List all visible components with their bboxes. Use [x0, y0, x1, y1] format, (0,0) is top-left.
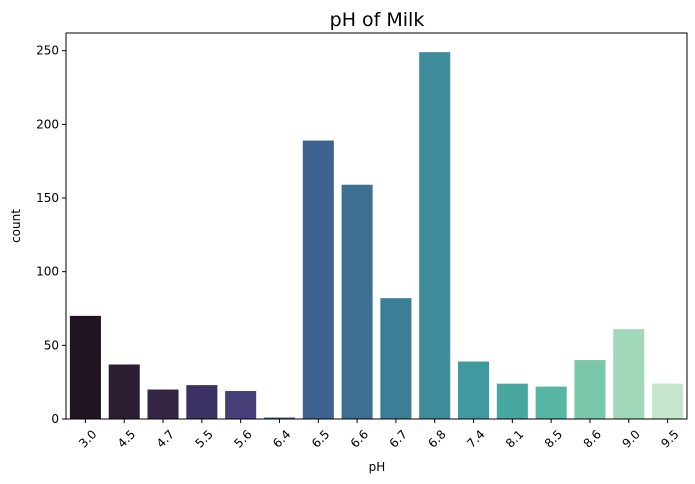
- y-axis-label: count: [9, 209, 23, 243]
- x-tick-label: 8.1: [503, 427, 526, 450]
- x-tick-label: 5.6: [231, 427, 254, 450]
- x-tick-label: 4.5: [115, 427, 138, 450]
- x-tick-label: 8.6: [581, 427, 604, 450]
- x-axis-label: pH: [369, 460, 386, 474]
- x-tick-label: 6.7: [387, 427, 410, 450]
- bar-8.5: [535, 386, 567, 419]
- bar-6.6: [341, 184, 373, 419]
- chart-title: pH of Milk: [330, 9, 425, 31]
- bar-5.6: [225, 391, 257, 419]
- bar-6.4: [263, 417, 295, 419]
- x-tick-label: 6.4: [270, 427, 293, 450]
- y-axis: 0 50 100 150 200 250: [36, 44, 66, 426]
- bar-9.0: [613, 329, 645, 419]
- plot-frame: [65, 32, 688, 420]
- y-tick-label: 250: [36, 44, 59, 58]
- x-tick-label: 6.8: [425, 427, 448, 450]
- y-tick-label: 0: [51, 412, 59, 426]
- bar-6.7: [380, 298, 412, 419]
- bar-9.5: [652, 383, 684, 419]
- bar-4.7: [147, 389, 179, 419]
- x-tick-label: 4.7: [154, 427, 177, 450]
- bar-8.6: [574, 360, 606, 419]
- x-tick-label: 8.5: [542, 427, 565, 450]
- x-tick-label: 7.4: [464, 427, 487, 450]
- bar-6.8: [419, 52, 451, 419]
- bar-5.5: [186, 385, 218, 419]
- bar-6.5: [302, 140, 334, 419]
- bar-7.4: [458, 361, 490, 419]
- y-tick-label: 150: [36, 191, 59, 205]
- x-tick-label: 5.5: [193, 427, 216, 450]
- bars: [69, 52, 684, 419]
- x-axis: 3.0 4.5 4.7 5.5 5.6 6.4 6.5 6.6 6.7 6.8 7.4 8.1 8.5 8…: [76, 419, 682, 451]
- bar-3.0: [69, 315, 101, 419]
- bar-8.1: [496, 383, 528, 419]
- bar-4.5: [108, 364, 140, 419]
- y-tick-label: 100: [36, 265, 59, 279]
- x-tick-label: 9.0: [619, 427, 642, 450]
- y-tick-label: 200: [36, 117, 59, 131]
- x-tick-label: 9.5: [658, 427, 681, 450]
- y-tick-label: 50: [44, 338, 59, 352]
- x-tick-label: 6.5: [309, 427, 332, 450]
- x-tick-label: 6.6: [348, 427, 371, 450]
- x-tick-label: 3.0: [76, 427, 99, 450]
